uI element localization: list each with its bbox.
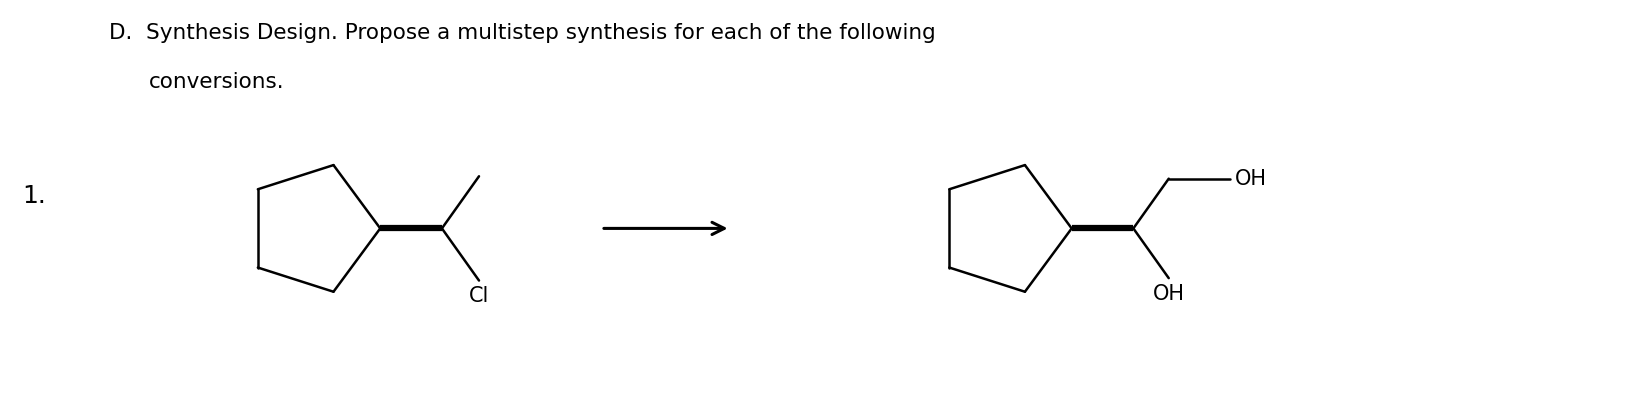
Text: conversions.: conversions. <box>148 72 283 92</box>
Text: OH: OH <box>1234 169 1267 189</box>
Text: OH: OH <box>1153 284 1185 304</box>
Text: Cl: Cl <box>469 286 488 306</box>
Text: 1.: 1. <box>23 184 46 208</box>
Text: D.  Synthesis Design. Propose a multistep synthesis for each of the following: D. Synthesis Design. Propose a multistep… <box>109 23 936 43</box>
